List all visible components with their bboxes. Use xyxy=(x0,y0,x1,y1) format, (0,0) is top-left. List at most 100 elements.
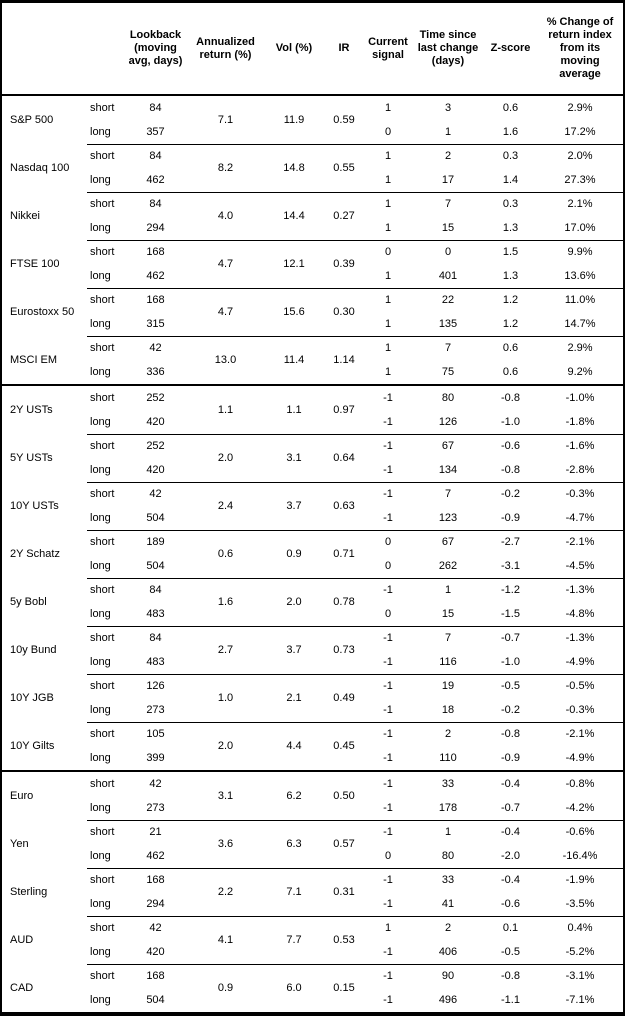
pct-change-value: -4.7% xyxy=(565,512,595,524)
leg-label: short xyxy=(90,874,115,886)
leg-label: short xyxy=(90,150,115,162)
time-since-value: 406 xyxy=(438,946,458,958)
pct-change-value: -0.8% xyxy=(565,778,595,790)
signal-value: 1 xyxy=(384,150,392,162)
time-since-value: 75 xyxy=(441,366,455,378)
annualized-return-value: 1.0 xyxy=(217,692,234,704)
lookback-value: 84 xyxy=(149,102,162,114)
instrument-block: 5y Bobl short long 84 483 1.6 2.0 0.78 -… xyxy=(2,578,623,626)
instrument-name: 5Y USTs xyxy=(10,452,53,464)
annualized-return-value: 3.6 xyxy=(217,838,234,850)
time-since-value: 1 xyxy=(444,826,452,838)
signal-value: -1 xyxy=(383,728,393,740)
time-since-value: 33 xyxy=(441,778,455,790)
vol-value: 6.2 xyxy=(286,790,302,802)
z-score-value: -1.1 xyxy=(501,994,520,1006)
pct-change-value: -3.5% xyxy=(565,898,595,910)
lookback-value: 273 xyxy=(146,704,165,716)
lookback-value: 294 xyxy=(146,898,165,910)
pct-change-value: 27.3% xyxy=(564,174,596,186)
signal-value: -1 xyxy=(383,584,393,596)
z-score-value: 1.3 xyxy=(502,270,519,282)
instrument-block: Sterling short long 168 294 2.2 7.1 0.31… xyxy=(2,868,623,916)
time-since-value: 90 xyxy=(441,970,455,982)
instrument-name: 2Y Schatz xyxy=(10,548,60,560)
annualized-return-value: 0.9 xyxy=(217,982,234,994)
signal-value: 1 xyxy=(384,922,392,934)
time-since-value: 22 xyxy=(441,294,455,306)
leg-label: long xyxy=(90,464,111,476)
time-since-value: 80 xyxy=(441,850,455,862)
annualized-return-value: 4.1 xyxy=(217,934,234,946)
signal-value: -1 xyxy=(383,802,393,814)
z-score-value: 0.1 xyxy=(502,922,519,934)
lookback-value: 42 xyxy=(149,778,162,790)
instrument-name: AUD xyxy=(10,934,34,946)
signal-value: -1 xyxy=(383,778,393,790)
leg-label: short xyxy=(90,392,115,404)
annualized-return-value: 3.1 xyxy=(217,790,234,802)
pct-change-value: -1.3% xyxy=(565,632,595,644)
annualized-return-value: 1.6 xyxy=(217,596,234,608)
pct-change-value: 17.2% xyxy=(564,126,596,138)
z-score-value: -0.8 xyxy=(501,970,520,982)
header-cell-pct-change: % Change of return index from its moving… xyxy=(546,16,614,80)
annualized-return-value: 2.0 xyxy=(217,452,234,464)
signal-value: 0 xyxy=(384,560,392,572)
instrument-block: Eurostoxx 50 short long 168 315 4.7 15.6… xyxy=(2,288,623,336)
z-score-value: -0.9 xyxy=(501,752,520,764)
time-since-value: 1 xyxy=(444,126,452,138)
vol-value: 0.9 xyxy=(286,548,302,560)
z-score-value: 1.5 xyxy=(502,246,519,258)
lookback-value: 462 xyxy=(146,270,165,282)
pct-change-value: 11.0% xyxy=(564,294,596,306)
ir-value: 0.64 xyxy=(333,452,355,464)
signal-value: -1 xyxy=(383,416,393,428)
instrument-block: FTSE 100 short long 168 462 4.7 12.1 0.3… xyxy=(2,240,623,288)
z-score-value: 1.2 xyxy=(502,294,519,306)
time-since-value: 2 xyxy=(444,728,452,740)
instrument-block: 10Y Gilts short long 105 399 2.0 4.4 0.4… xyxy=(2,722,623,770)
leg-label: long xyxy=(90,512,111,524)
time-since-value: 1 xyxy=(444,584,452,596)
leg-label: short xyxy=(90,778,115,790)
lookback-value: 42 xyxy=(149,488,162,500)
time-since-value: 15 xyxy=(441,222,455,234)
signal-value: 0 xyxy=(384,126,392,138)
lookback-value: 105 xyxy=(146,728,165,740)
header-cell-name xyxy=(2,3,87,94)
z-score-value: -1.0 xyxy=(501,656,520,668)
signal-value: -1 xyxy=(383,946,393,958)
z-score-value: -0.6 xyxy=(501,898,520,910)
instrument-name: 2Y USTs xyxy=(10,404,53,416)
lookback-value: 399 xyxy=(146,752,165,764)
lookback-value: 42 xyxy=(149,922,162,934)
leg-label: long xyxy=(90,222,111,234)
lookback-value: 420 xyxy=(146,464,165,476)
table-body: S&P 500 short long 84 357 7.1 11.9 0.59 … xyxy=(2,96,623,1012)
pct-change-value: -4.9% xyxy=(565,752,595,764)
leg-label: short xyxy=(90,440,115,452)
leg-label: short xyxy=(90,198,115,210)
time-since-value: 7 xyxy=(444,488,452,500)
pct-change-value: -0.5% xyxy=(565,680,595,692)
z-score-value: -0.4 xyxy=(501,778,520,790)
ir-value: 0.27 xyxy=(333,210,355,222)
instrument-block: Yen short long 21 462 3.6 6.3 0.57 -1 0 … xyxy=(2,820,623,868)
lookback-value: 420 xyxy=(146,416,165,428)
instrument-block: S&P 500 short long 84 357 7.1 11.9 0.59 … xyxy=(2,96,623,144)
time-since-value: 126 xyxy=(438,416,458,428)
instrument-block: 2Y USTs short long 252 420 1.1 1.1 0.97 … xyxy=(2,386,623,434)
pct-change-value: -7.1% xyxy=(565,994,595,1006)
vol-value: 11.4 xyxy=(283,354,305,366)
leg-label: long xyxy=(90,946,111,958)
signal-value: -1 xyxy=(383,994,393,1006)
lookback-value: 84 xyxy=(149,632,162,644)
lookback-value: 273 xyxy=(146,802,165,814)
annualized-return-value: 4.0 xyxy=(217,210,234,222)
ir-value: 0.50 xyxy=(333,790,355,802)
time-since-value: 7 xyxy=(444,632,452,644)
leg-label: long xyxy=(90,366,111,378)
z-score-value: -2.7 xyxy=(501,536,520,548)
leg-label: short xyxy=(90,922,115,934)
